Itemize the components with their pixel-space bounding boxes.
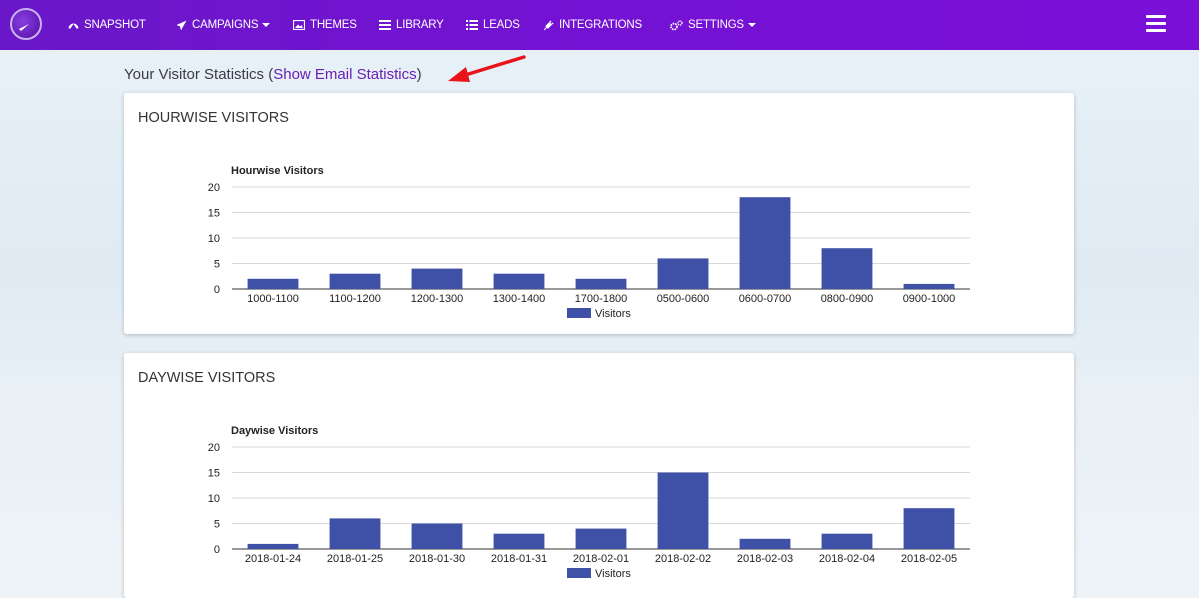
chevron-down-icon: [747, 23, 756, 27]
nav-snapshot-label: SNAPSHOT: [84, 19, 146, 31]
app-logo[interactable]: [10, 8, 42, 40]
x-tick-label: 0500-0600: [657, 293, 710, 305]
x-tick-label: 0600-0700: [739, 293, 792, 305]
nav-campaigns[interactable]: CAMPAIGNS: [176, 0, 271, 50]
y-tick-label: 10: [208, 233, 220, 245]
y-tick-label: 5: [214, 259, 220, 271]
x-tick-label: 2018-02-01: [573, 553, 629, 565]
bar[interactable]: [493, 273, 545, 289]
legend-label: Visitors: [595, 568, 631, 580]
plug-icon: [543, 20, 554, 31]
nav-integrations-label: INTEGRATIONS: [559, 19, 643, 31]
bar[interactable]: [329, 273, 381, 289]
y-tick-label: 15: [208, 468, 220, 480]
list-icon: [466, 20, 478, 30]
bar[interactable]: [739, 197, 791, 289]
legend-swatch: [567, 568, 591, 578]
x-tick-label: 2018-01-24: [245, 553, 301, 565]
bar[interactable]: [493, 533, 545, 549]
y-tick-label: 15: [208, 208, 220, 220]
nav-themes[interactable]: THEMES: [293, 0, 357, 50]
nav-leads-label: LEADS: [483, 19, 520, 31]
x-tick-label: 2018-02-04: [819, 553, 875, 565]
x-tick-label: 2018-01-30: [409, 553, 465, 565]
list-icon: [379, 20, 391, 30]
legend-label: Visitors: [595, 308, 631, 320]
x-tick-label: 1200-1300: [411, 293, 464, 305]
nav-leads[interactable]: LEADS: [466, 0, 520, 50]
bar[interactable]: [821, 533, 873, 549]
bar[interactable]: [247, 543, 299, 549]
bar[interactable]: [411, 523, 463, 550]
bar[interactable]: [903, 283, 955, 289]
top-navbar: SNAPSHOT CAMPAIGNS THEMES LIBRARY LEADS …: [0, 0, 1199, 50]
chart-title: Daywise Visitors: [231, 425, 318, 437]
y-tick-label: 5: [214, 519, 220, 531]
x-tick-label: 2018-01-25: [327, 553, 383, 565]
gears-icon: [670, 19, 683, 31]
x-tick-label: 2018-02-02: [655, 553, 711, 565]
nav-settings[interactable]: SETTINGS: [670, 0, 756, 50]
y-tick-label: 10: [208, 493, 220, 505]
bar[interactable]: [575, 278, 627, 289]
nav-library-label: LIBRARY: [396, 19, 444, 31]
page-heading: Your Visitor Statistics (Show Email Stat…: [124, 66, 422, 83]
x-tick-label: 1700-1800: [575, 293, 628, 305]
logo-mark-icon: [19, 24, 29, 31]
bar[interactable]: [739, 538, 791, 549]
daywise-visitors-card: DAYWISE VISITORS Daywise Visitors 0 5 10 15 2…: [124, 353, 1074, 598]
hourwise-visitors-card: HOURWISE VISITORS Hourwise Visitors 0 5 10 1…: [124, 93, 1074, 334]
legend-swatch: [567, 308, 591, 318]
dashboard-icon: [68, 20, 79, 30]
y-tick-label: 0: [214, 284, 220, 296]
image-icon: [293, 20, 305, 30]
bar[interactable]: [329, 518, 381, 549]
nav-themes-label: THEMES: [310, 19, 357, 31]
x-tick-label: 2018-02-03: [737, 553, 793, 565]
bar[interactable]: [247, 278, 299, 289]
hamburger-menu-icon[interactable]: [1146, 15, 1166, 33]
heading-suffix: ): [416, 66, 422, 83]
card-title: DAYWISE VISITORS: [138, 370, 276, 386]
nav-library[interactable]: LIBRARY: [379, 0, 444, 50]
x-tick-label: 0900-1000: [903, 293, 956, 305]
nav-campaigns-label: CAMPAIGNS: [192, 19, 259, 31]
x-tick-label: 1300-1400: [493, 293, 546, 305]
chevron-down-icon: [262, 23, 271, 27]
bar[interactable]: [903, 508, 955, 549]
y-tick-label: 20: [208, 442, 220, 454]
hourwise-visitors-chart: Hourwise Visitors 0 5 10 15 20 1000-1100 1100-1…: [208, 165, 970, 320]
x-tick-label: 0800-0900: [821, 293, 874, 305]
heading-prefix: Your Visitor Statistics (: [124, 66, 274, 83]
nav-snapshot[interactable]: SNAPSHOT: [68, 0, 146, 50]
show-email-statistics-link[interactable]: Show Email Statistics: [273, 66, 417, 83]
y-tick-label: 20: [208, 182, 220, 194]
bar[interactable]: [657, 258, 709, 289]
bar[interactable]: [821, 248, 873, 289]
bar[interactable]: [657, 472, 709, 550]
x-tick-label: 1100-1200: [329, 293, 381, 305]
bar[interactable]: [411, 268, 463, 289]
bar[interactable]: [575, 528, 627, 549]
nav-settings-label: SETTINGS: [688, 19, 744, 31]
chart-title: Hourwise Visitors: [231, 165, 324, 177]
nav-integrations[interactable]: INTEGRATIONS: [543, 0, 642, 50]
x-tick-label: 1000-1100: [247, 293, 299, 305]
x-tick-label: 2018-01-31: [491, 553, 547, 565]
card-title: HOURWISE VISITORS: [138, 110, 289, 126]
paper-plane-icon: [176, 20, 187, 31]
x-tick-label: 2018-02-05: [901, 553, 957, 565]
y-tick-label: 0: [214, 544, 220, 556]
annotation-arrow-icon: [448, 55, 526, 82]
daywise-visitors-chart: Daywise Visitors 0 5 10 15 20 2018-01-24 2018-0…: [208, 425, 970, 580]
